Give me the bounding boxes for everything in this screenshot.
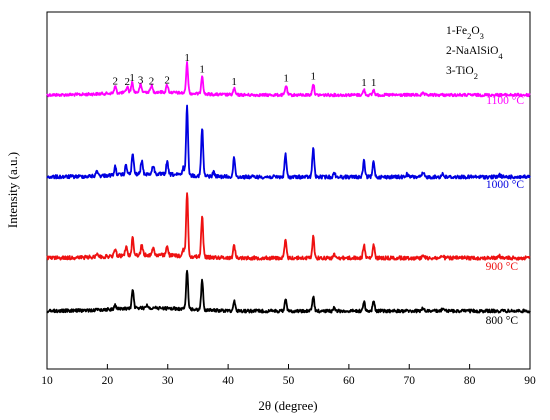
peak-annotation: 1 [184,52,190,64]
x-axis-ticks: 10 20 30 40 50 60 70 80 90 [41,364,536,387]
series-line-1100C [46,61,531,98]
peak-annotation: 2 [149,75,155,87]
peak-annotation: 1 [199,63,205,75]
y-axis-label: Intensity (a.u.) [5,152,20,228]
x-tick-label: 30 [162,375,174,387]
peak-annotation: 1 [129,72,135,84]
x-tick-label: 10 [41,375,53,387]
series-layer [46,61,531,314]
peak-annotation: 2 [125,76,131,88]
x-tick-label: 90 [524,375,536,387]
series-label: 1100 °C [486,95,524,107]
x-axis-label: 2θ (degree) [258,398,317,413]
x-tick-label: 80 [464,375,476,387]
peak-annotation: 1 [311,71,317,83]
legend-entry: 2-NaAlSiO4 [446,45,503,61]
x-tick-label: 50 [283,375,295,387]
legend: 1-Fe2O3 2-NaAlSiO4 3-TiO2 [446,25,503,81]
peak-annotation: 1 [283,72,289,84]
series-line-900C [46,192,531,261]
x-tick-label: 20 [102,375,114,387]
x-tick-label: 40 [222,375,234,387]
legend-entry: 3-TiO2 [446,65,478,81]
series-label: 1000 °C [486,179,524,191]
peak-annotation: 2 [112,75,118,87]
series-label: 800 °C [486,315,519,327]
series-line-1000C [46,104,531,180]
series-line-800C [46,269,531,314]
peak-annotation: 2 [164,75,170,87]
peak-annotation: 1 [361,77,367,89]
peak-annotation: 3 [138,75,144,87]
peak-annotation: 1 [371,77,377,89]
series-labels: 1100 °C 1000 °C 900 °C 800 °C [486,95,525,327]
peak-annotation: 1 [231,76,237,88]
x-tick-label: 60 [343,375,355,387]
x-tick-label: 70 [404,375,416,387]
series-label: 900 °C [486,261,519,273]
legend-entry: 1-Fe2O3 [446,25,484,41]
